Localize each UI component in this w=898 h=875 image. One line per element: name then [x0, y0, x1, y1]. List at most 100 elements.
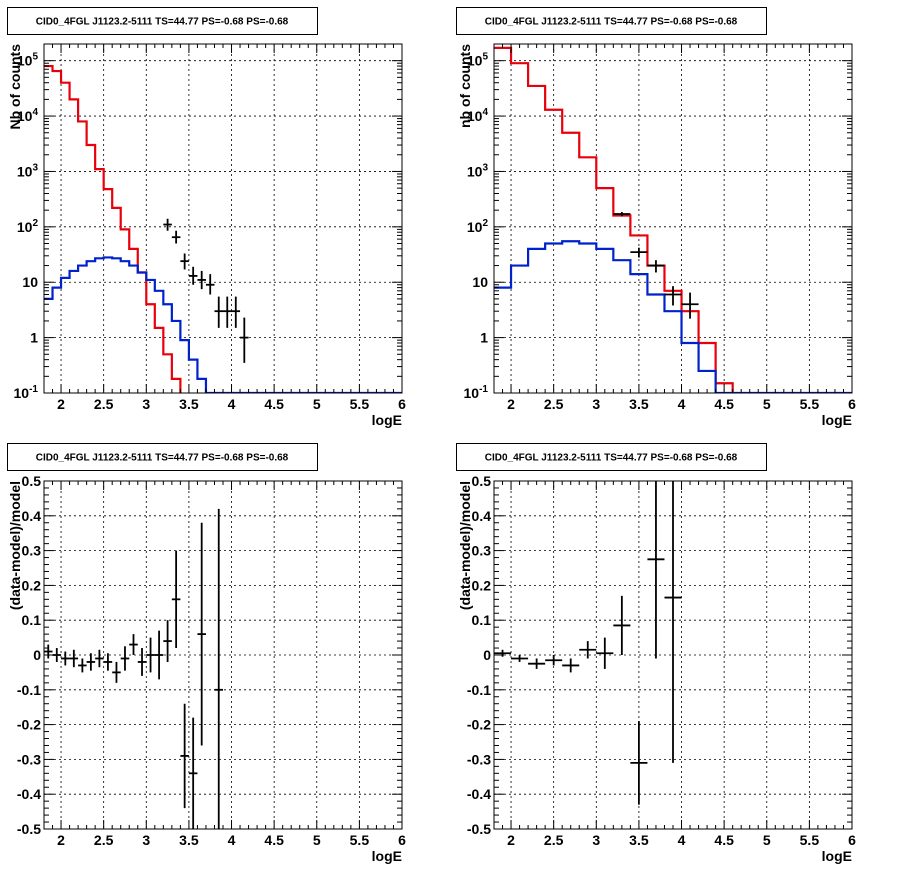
x-tick-label: 5 — [763, 396, 771, 412]
y-tick-label: 10 — [22, 274, 38, 290]
y-tick-label: 0.2 — [472, 577, 492, 593]
y-tick-label-base: 10 — [467, 53, 483, 69]
y-tick-label: -0.2 — [467, 717, 491, 733]
y-tick-label-base: 10 — [17, 108, 33, 124]
y-tick-label: 0.1 — [472, 612, 492, 628]
x-tick-label: 2 — [507, 832, 515, 848]
x-tick-label: 5.5 — [350, 396, 370, 412]
x-tick-label: 2.5 — [94, 832, 114, 848]
x-tick-label: 6 — [848, 396, 856, 412]
x-tick-label: 4.5 — [714, 832, 734, 848]
y-tick-label-base: 10 — [467, 219, 483, 235]
x-tick-label: 4.5 — [264, 832, 284, 848]
x-tick-label: 4.5 — [714, 396, 734, 412]
y-tick-label-base: 10 — [14, 385, 30, 401]
y-tick-label: 103 — [17, 162, 39, 179]
chart-panel-residual-fine: 2 2.5 3 3.5 4 4.5 5 5.5 6 -0.5 -0.4 -0.3 -0.2 -0.1 0 0.… — [7, 443, 406, 864]
y-tick-label-base: 10 — [464, 385, 480, 401]
y-axis-label: nb of counts — [457, 44, 473, 128]
y-tick-label: 102 — [467, 218, 489, 235]
x-tick-label: 3.5 — [179, 832, 199, 848]
gridlines — [44, 481, 402, 829]
y-tick-label: -0.3 — [467, 751, 491, 767]
chart-title: CID0_4FGL J1123.2-5111 TS=44.77 PS=-0.68… — [36, 453, 289, 464]
y-tick-label: 0.1 — [22, 612, 42, 628]
x-tick-label: 3 — [592, 832, 600, 848]
tick-marks — [43, 480, 403, 830]
x-tick-label: 4.5 — [264, 396, 284, 412]
data-points — [44, 508, 223, 829]
y-tick-label-exponent: 2 — [32, 218, 38, 229]
plot-area — [494, 46, 852, 393]
plot-area — [494, 481, 682, 805]
y-tick-label: -0.2 — [17, 717, 41, 733]
y-tick-label: 104 — [467, 107, 489, 124]
y-tick-label-exponent: -1 — [479, 384, 488, 395]
x-tick-label: 3.5 — [629, 396, 649, 412]
chart-panel-counts-coarse: 2 2.5 3 3.5 4 4.5 5 5.5 610-1110102103104105logE… — [456, 7, 856, 428]
y-tick-label: 0.5 — [22, 473, 42, 489]
y-tick-label-base: 10 — [472, 274, 488, 290]
chart-panel-counts-fine: 2 2.5 3 3.5 4 4.5 5 5.5 610-1110102103104105logE… — [7, 7, 406, 428]
model-total-line — [44, 64, 182, 393]
y-tick-label: 1 — [480, 330, 488, 346]
y-tick-label: 10-1 — [14, 384, 39, 401]
chart-title-box — [456, 443, 767, 471]
x-tick-label: 2.5 — [544, 396, 564, 412]
y-tick-label-base: 10 — [17, 163, 33, 179]
x-tick-label: 5 — [763, 832, 771, 848]
y-tick-label: 0.3 — [472, 543, 492, 559]
y-tick-label-exponent: 4 — [32, 107, 38, 118]
y-tick-label: 0.4 — [22, 508, 42, 524]
y-tick-label-base: 10 — [467, 108, 483, 124]
y-tick-label-base: 10 — [467, 163, 483, 179]
y-tick-label-base: 10 — [17, 53, 33, 69]
model-total-line — [494, 46, 734, 393]
x-tick-label: 5 — [313, 832, 321, 848]
y-tick-label: 0 — [33, 647, 41, 663]
tick-marks — [493, 480, 853, 830]
x-tick-label: 3.5 — [179, 396, 199, 412]
y-tick-label: 10-1 — [464, 384, 489, 401]
data-points — [494, 481, 682, 805]
y-tick-label: -0.5 — [17, 821, 41, 837]
x-tick-label: 2 — [57, 396, 65, 412]
y-tick-label: 0.5 — [472, 473, 492, 489]
y-tick-label: 1 — [30, 330, 38, 346]
y-tick-label: -0.4 — [467, 786, 491, 802]
y-tick-label: 105 — [467, 52, 489, 69]
x-tick-label: 2 — [57, 832, 65, 848]
gridlines — [44, 44, 402, 393]
y-tick-label: -0.1 — [467, 682, 491, 698]
x-tick-label: 3 — [142, 832, 150, 848]
chart-title-box — [7, 7, 318, 35]
data-points — [163, 218, 249, 363]
x-tick-label: 4 — [228, 396, 236, 412]
y-axis-label: Nb of counts — [7, 44, 23, 130]
y-tick-label: 103 — [467, 162, 489, 179]
y-tick-label-exponent: 3 — [482, 162, 488, 173]
y-tick-label: 0.2 — [22, 577, 42, 593]
y-tick-label-exponent: 5 — [482, 52, 488, 63]
y-axis-label: (data-model)/model — [457, 481, 473, 610]
x-tick-label: 3.5 — [629, 832, 649, 848]
y-tick-label-exponent: 2 — [482, 218, 488, 229]
y-tick-label: -0.4 — [17, 786, 41, 802]
data-points — [613, 212, 699, 319]
y-tick-label-exponent: 4 — [482, 107, 488, 118]
x-tick-label: 6 — [848, 832, 856, 848]
x-tick-label: 2.5 — [544, 832, 564, 848]
x-tick-label: 4 — [678, 396, 686, 412]
x-tick-label: 2 — [507, 396, 515, 412]
chart-title: CID0_4FGL J1123.2-5111 TS=44.77 PS=-0.68… — [485, 453, 738, 464]
x-tick-label: 5.5 — [800, 832, 820, 848]
x-tick-label: 5.5 — [800, 396, 820, 412]
y-tick-label-base: 10 — [17, 219, 33, 235]
y-tick-label: 102 — [17, 218, 39, 235]
y-tick-label: 10 — [472, 274, 488, 290]
y-tick-label-exponent: -1 — [29, 384, 38, 395]
y-tick-label: -0.1 — [17, 682, 41, 698]
y-tick-label: 0.4 — [472, 508, 492, 524]
chart-title: CID0_4FGL J1123.2-5111 TS=44.77 PS=-0.68… — [36, 17, 289, 28]
